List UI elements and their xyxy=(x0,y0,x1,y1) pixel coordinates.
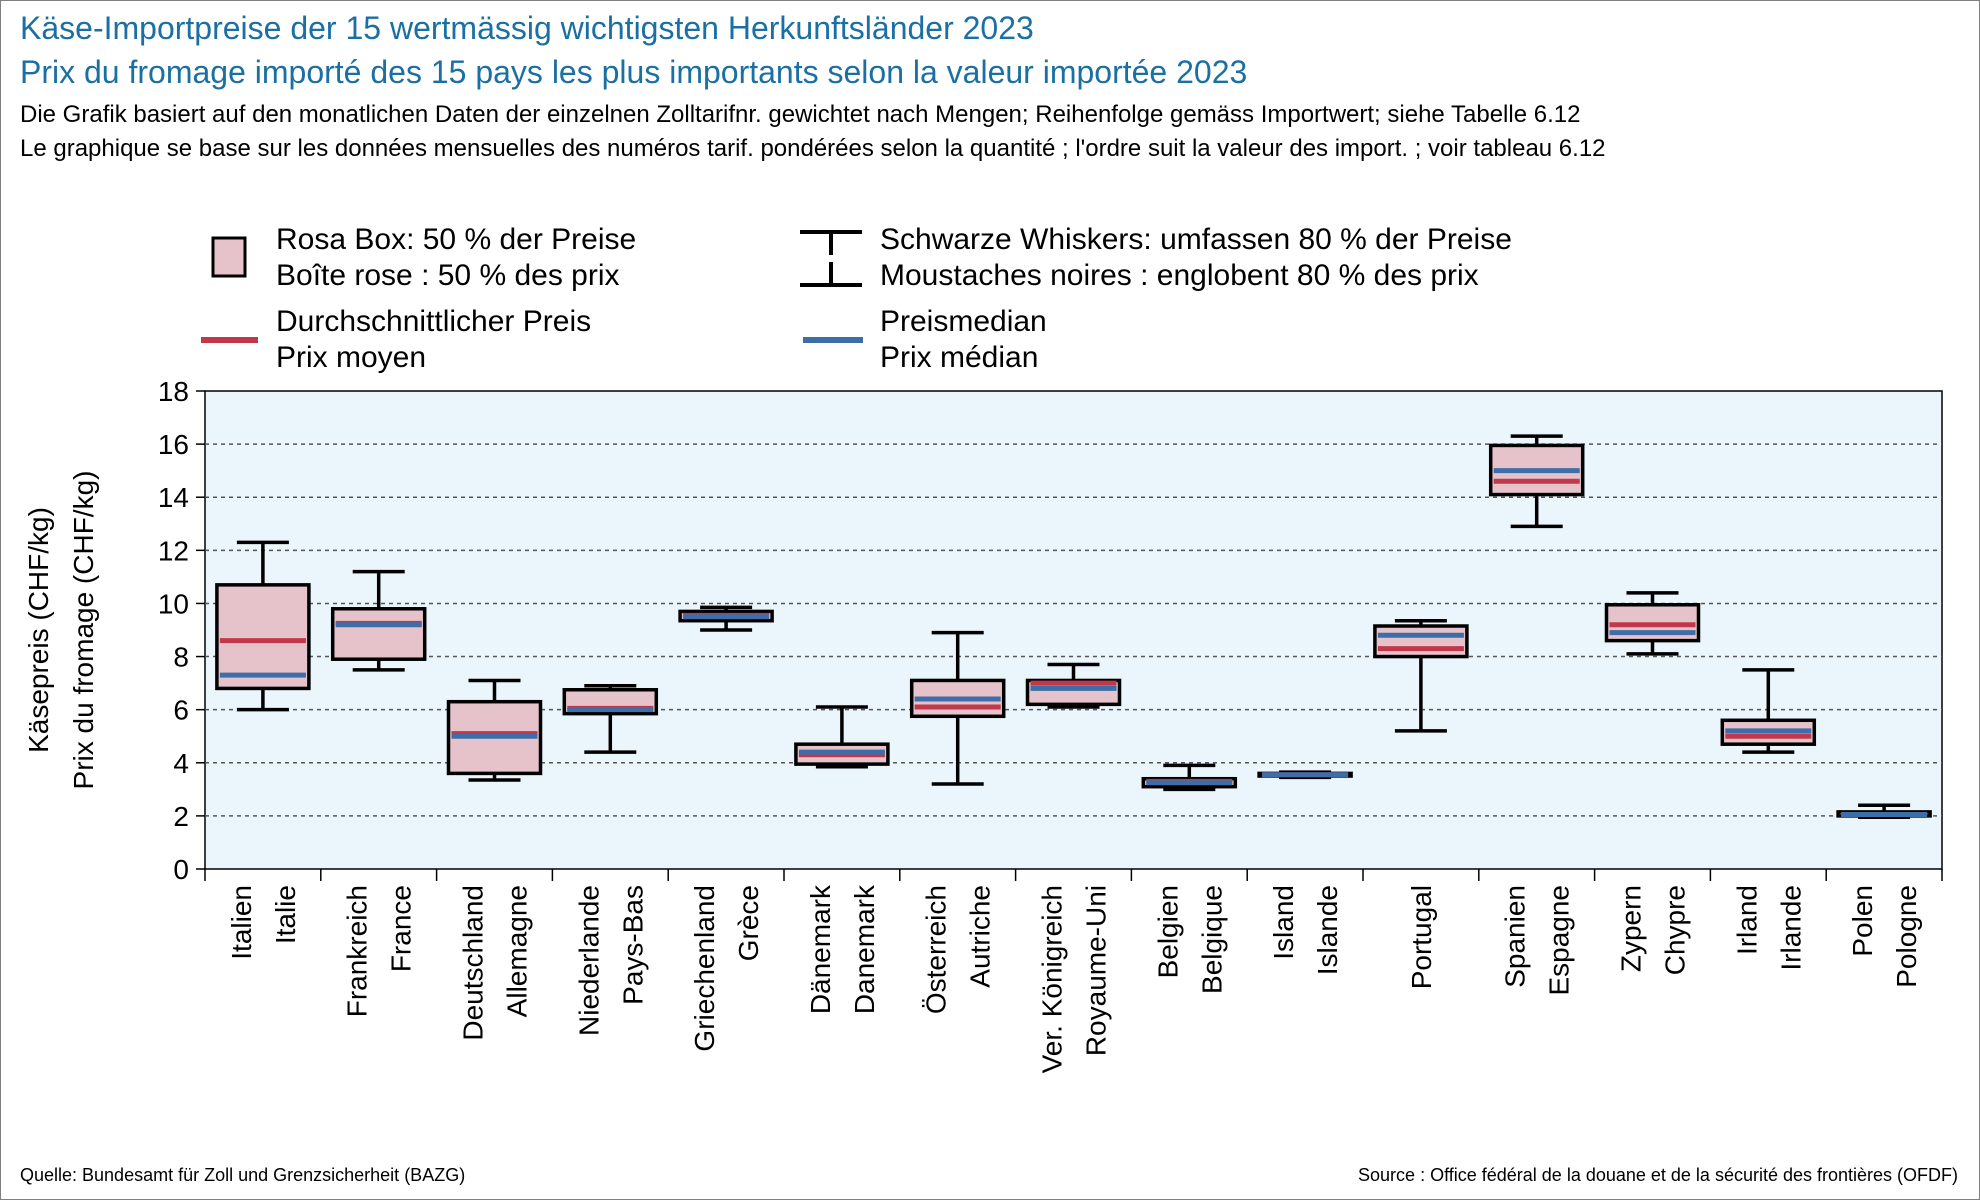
x-tick-label: Island xyxy=(1268,885,1299,960)
y-tick-label: 2 xyxy=(173,801,189,832)
x-tick-label: Belgique xyxy=(1196,885,1227,994)
box-14 xyxy=(1720,668,1817,754)
y-tick-label: 10 xyxy=(158,588,189,619)
x-tick-label: Italie xyxy=(270,885,301,944)
x-tick-label: Allemagne xyxy=(502,885,533,1017)
legend-symbols xyxy=(201,230,863,343)
x-tick-label: Danemark xyxy=(849,884,880,1014)
x-tick-label: Frankreich xyxy=(342,885,373,1017)
y-tick-label: 16 xyxy=(158,429,189,460)
box-12 xyxy=(1488,434,1585,529)
x-tick-label: Italien xyxy=(226,885,257,960)
chart-title-de: Käse-Importpreise der 15 wertmässig wich… xyxy=(20,10,1034,46)
legend-box-label-fr: Boîte rose : 50 % des prix xyxy=(276,259,620,292)
legend-mean-label-fr: Prix moyen xyxy=(276,341,427,374)
source-left: Quelle: Bundesamt für Zoll und Grenzsich… xyxy=(20,1165,466,1185)
box-3 xyxy=(446,678,543,782)
x-axis: Italien Italie Frankreich France Deutschland… xyxy=(204,869,1943,1073)
y-tick-label: 12 xyxy=(158,535,189,566)
y-tick-label: 14 xyxy=(158,482,189,513)
x-tick-label: France xyxy=(386,885,417,972)
y-axis-title: Käsepreis (CHF/kg) Prix du fromage (CHF/k… xyxy=(23,471,99,790)
box-9 xyxy=(1141,763,1238,792)
x-tick-label: Grèce xyxy=(733,885,764,961)
x-tick-label: Pologne xyxy=(1891,885,1922,988)
y-tick-label: 4 xyxy=(173,748,189,779)
x-tick-label: Espagne xyxy=(1544,885,1575,996)
legend-mean-label-de: Durchschnittlicher Preis xyxy=(276,305,592,338)
x-tick-label: Pays-Bas xyxy=(617,885,648,1005)
box-13 xyxy=(1604,591,1701,656)
y-tick-label: 0 xyxy=(173,854,189,885)
x-tick-label: Niederlande xyxy=(573,885,604,1036)
source-right: Source : Office fédéral de la douane et … xyxy=(1358,1165,1958,1185)
x-tick-label: Ver. Königreich xyxy=(1037,885,1068,1073)
legend-box-swatch xyxy=(211,236,247,278)
y-tick-label: 18 xyxy=(158,376,189,407)
legend-box-label-de: Rosa Box: 50 % der Preise xyxy=(276,223,637,256)
x-tick-label: Deutschland xyxy=(458,885,489,1041)
x-tick-label: Irland xyxy=(1731,885,1762,955)
x-tick-label: Portugal xyxy=(1406,885,1437,989)
x-tick-label: Polen xyxy=(1847,885,1878,957)
x-tick-label: Belgien xyxy=(1152,885,1183,978)
y-tick-label: 8 xyxy=(173,642,189,673)
x-tick-label: Chypre xyxy=(1660,885,1691,975)
y-axis: 0 2 4 6 8 10 12 14 16 18 xyxy=(158,376,205,885)
box-8 xyxy=(1025,662,1122,709)
box-6 xyxy=(794,705,890,769)
x-tick-label: Griechenland xyxy=(689,885,720,1052)
boxes xyxy=(215,434,1932,819)
box-11 xyxy=(1373,618,1469,733)
x-tick-label: Österreich xyxy=(921,885,952,1014)
y-tick-label: 6 xyxy=(173,695,189,726)
iqr-box xyxy=(330,607,427,661)
box-1 xyxy=(215,540,311,712)
legend-whisker-label-de: Schwarze Whiskers: umfassen 80 % der Pre… xyxy=(880,223,1512,256)
x-tick-label: Autriche xyxy=(965,885,996,988)
legend-median-label-fr: Prix médian xyxy=(880,341,1039,374)
box-2 xyxy=(330,569,427,672)
x-tick-label: Zypern xyxy=(1616,885,1647,972)
y-axis-label: Käsepreis (CHF/kg) xyxy=(23,507,54,753)
x-tick-label: Islande xyxy=(1312,885,1343,975)
iqr-box xyxy=(1373,624,1469,659)
box-10 xyxy=(1257,770,1353,780)
x-tick-label: Spanien xyxy=(1500,885,1531,988)
x-tick-label: Royaume-Uni xyxy=(1081,885,1112,1056)
box-15 xyxy=(1836,803,1932,819)
chart-subtitle-fr: Le graphique se base sur les données men… xyxy=(20,135,1606,162)
chart-subtitle-de: Die Grafik basiert auf den monatlichen D… xyxy=(20,101,1581,128)
box-4 xyxy=(562,684,659,754)
y-axis-label: Prix du fromage (CHF/kg) xyxy=(68,471,99,790)
chart-title-fr: Prix du fromage importé des 15 pays les … xyxy=(20,54,1248,90)
box-7 xyxy=(909,630,1006,786)
iqr-box xyxy=(215,583,311,691)
legend-median-label-de: Preismedian xyxy=(880,305,1047,338)
x-tick-label: Irlande xyxy=(1775,885,1806,971)
box-5 xyxy=(678,605,774,632)
x-tick-label: Dänemark xyxy=(805,884,836,1014)
legend-whisker-label-fr: Moustaches noires : englobent 80 % des p… xyxy=(880,259,1479,292)
legend-whisker-icon xyxy=(800,230,862,287)
